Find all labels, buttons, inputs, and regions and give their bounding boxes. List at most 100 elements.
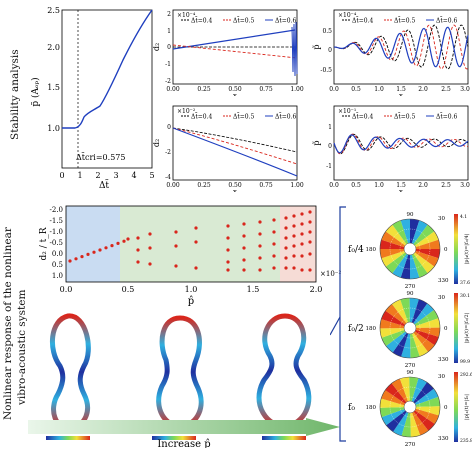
polar-sector (410, 249, 440, 259)
svg-text:0.5: 0.5 (351, 182, 361, 189)
svg-text:-1.0: -1.0 (50, 228, 64, 236)
svg-text:x: x (399, 92, 403, 96)
svg-text:Δt̃=0.6: Δt̃=0.6 (436, 113, 457, 120)
bifurcation-point (272, 254, 276, 258)
svg-text:3.0: 3.0 (460, 86, 470, 93)
bifurcation-point (194, 240, 198, 244)
wave-series (333, 26, 469, 68)
bifurcation-point (292, 244, 296, 248)
bifurcation-point (226, 236, 230, 240)
svg-text:0.00: 0.00 (166, 182, 180, 189)
bifurcation-point (300, 268, 304, 272)
polar-sector (392, 249, 410, 278)
svg-text:x: x (233, 188, 237, 192)
svg-text:1.0: 1.0 (52, 272, 63, 280)
polar-sector (410, 220, 428, 249)
polar-plot-2: 90 270 0 180 30 330 30.1 99.9 |p|₄(t)=|f₀/2| f₀/2 (348, 291, 470, 369)
svg-text:Δt̃=0.4: Δt̃=0.4 (191, 113, 212, 120)
svg-text:1.00: 1.00 (290, 86, 304, 93)
svg-text:0.50: 0.50 (228, 182, 242, 189)
stability-xticks: 0 1 2 3 4 5 (59, 171, 154, 180)
polar-sector (386, 407, 410, 432)
svg-text:270: 270 (405, 363, 416, 369)
svg-text:0.5: 0.5 (351, 86, 361, 93)
plot-p-top: ×10⁻⁴ Δt̃=0.4 Δt̃=0.5 Δt̃=0.6 0.5 0 -0.5… (312, 9, 470, 96)
polar-center (403, 321, 417, 335)
bifurcation-points (68, 210, 312, 272)
polar-sector (381, 407, 410, 426)
bracket-connector (330, 206, 346, 442)
svg-text:90: 90 (407, 291, 414, 297)
polar-sector (381, 310, 410, 328)
bifurcation-point (292, 234, 296, 238)
svg-text:Δt̃=0.4: Δt̃=0.4 (352, 113, 373, 120)
svg-text:0: 0 (444, 247, 448, 253)
bifurcation-point (226, 268, 230, 272)
bifurcation-point (116, 241, 120, 245)
svg-text:Δt̃=0.4: Δt̃=0.4 (191, 17, 212, 24)
svg-text:4.1: 4.1 (460, 214, 467, 220)
svg-text:0.50: 0.50 (228, 86, 242, 93)
stability-ytick: 1.0 (47, 124, 60, 133)
svg-text:2.0: 2.0 (418, 86, 428, 93)
bifurcation-point (258, 232, 262, 236)
bifurcation-point (284, 216, 288, 220)
bifurcation-point (300, 212, 304, 216)
stability-xtick: 2 (95, 171, 100, 180)
svg-text:Δt̃=0.5: Δt̃=0.5 (394, 17, 415, 24)
svg-text:-1: -1 (326, 163, 332, 170)
stability-ytick: 2.0 (47, 43, 60, 52)
svg-text:2.0: 2.0 (310, 285, 323, 294)
svg-text:270: 270 (405, 442, 416, 448)
bifurcation-point (308, 240, 312, 244)
polar-sector (410, 318, 440, 328)
polar-sector (410, 407, 429, 436)
polar-colorbar (454, 293, 458, 363)
svg-text:1.0: 1.0 (374, 86, 384, 93)
bifurcation-point (242, 222, 246, 226)
bifurcation-point (92, 250, 96, 254)
bifurcation-point (284, 256, 288, 260)
polar-sector (385, 224, 410, 249)
svg-text:0.25: 0.25 (197, 86, 211, 93)
svg-text:Δt̃=0.5: Δt̃=0.5 (233, 113, 254, 120)
polar-sector (410, 310, 439, 328)
polar-sector (410, 406, 441, 416)
polar-sector (392, 220, 410, 249)
polar-sector (400, 298, 410, 328)
polar-sector (410, 327, 441, 337)
polar-sector (409, 376, 419, 407)
polar-plot-3: 90 270 0 180 30 330 292.6 235.8 |p|₄(t)=|f₀| f₀ (348, 370, 472, 448)
polar-sector (410, 224, 435, 249)
polar-sector (392, 328, 410, 357)
polar-sector (410, 328, 420, 358)
legend-bottom-left: Δt̃=0.4 Δt̃=0.5 Δt̃=0.6 (181, 113, 296, 121)
svg-text:0.0: 0.0 (329, 86, 339, 93)
polar-sector (380, 328, 410, 338)
polar-sector (410, 303, 434, 328)
svg-text:x: x (233, 92, 237, 96)
polar-sector (381, 249, 410, 267)
bifurcation-point (308, 268, 312, 272)
svg-text:x: x (399, 188, 403, 192)
bifurcation-point (74, 257, 78, 261)
polar-sector (380, 249, 410, 259)
polar-sector (386, 328, 410, 353)
plot-d2-bottom: ×10⁻² Δt̃=0.4 Δt̃=0.5 Δt̃=0.6 0 -2 -4 0.… (153, 105, 304, 192)
polar-sector (410, 328, 439, 346)
svg-text:0: 0 (444, 326, 448, 332)
bifurcation-point (272, 218, 276, 222)
svg-text:30: 30 (438, 374, 445, 380)
polar-sector (410, 407, 421, 437)
polar-frequency-label: f₀ (348, 403, 355, 413)
section-label-stability: Stability analysis (9, 49, 21, 140)
bifurcation-point (292, 224, 296, 228)
svg-text:×10⁻²: ×10⁻² (177, 108, 196, 115)
svg-text:1.5: 1.5 (396, 182, 406, 189)
polar-sector (379, 398, 410, 408)
bifurcation-point (292, 214, 296, 218)
polar-sector (410, 249, 435, 274)
polar-sector (410, 249, 428, 278)
bifurcation-point (242, 246, 246, 250)
svg-text:180: 180 (366, 326, 377, 332)
